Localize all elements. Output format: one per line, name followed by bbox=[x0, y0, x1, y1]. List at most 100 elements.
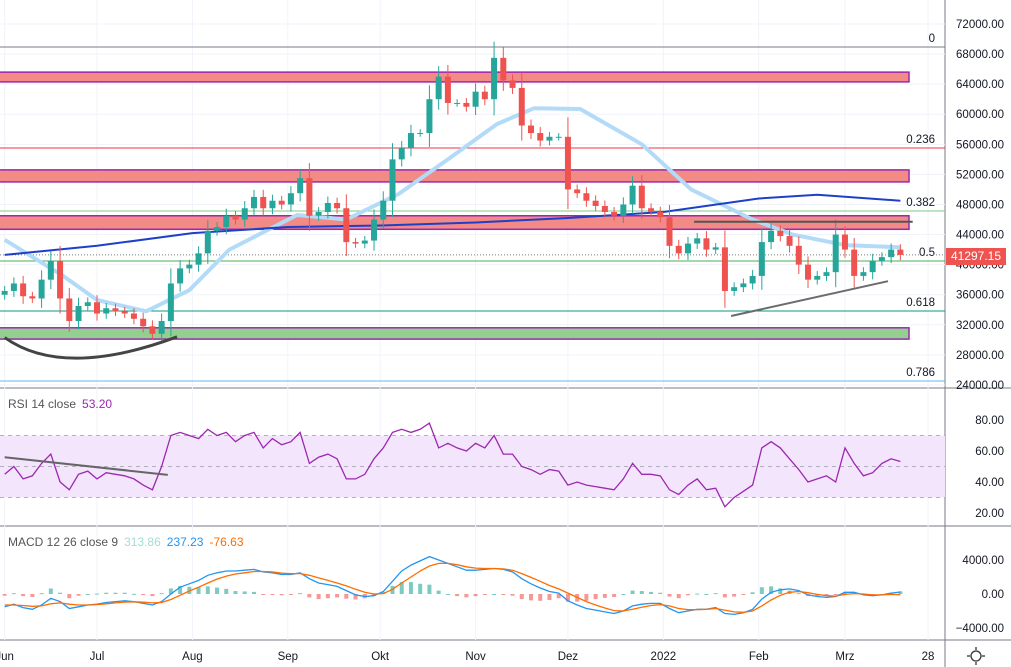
macd-histogram-bar bbox=[141, 594, 146, 596]
candle-body bbox=[611, 212, 618, 216]
candle-body bbox=[38, 279, 45, 299]
candle-body bbox=[334, 202, 341, 209]
candle-body bbox=[241, 208, 248, 220]
macd-histogram-bar bbox=[676, 594, 681, 599]
macd-histogram-bar bbox=[482, 594, 487, 595]
candle-body bbox=[832, 234, 839, 273]
macd-histogram-bar bbox=[436, 590, 441, 594]
macd-histogram-bar bbox=[104, 592, 109, 594]
candle-body bbox=[223, 215, 230, 228]
macd-histogram-bar bbox=[224, 588, 229, 594]
macd-histogram-bar bbox=[168, 588, 173, 594]
candle-body bbox=[546, 136, 553, 141]
candle-body bbox=[675, 245, 682, 254]
candle-body bbox=[66, 298, 73, 322]
macd-histogram-bar bbox=[298, 593, 303, 595]
macd-histogram-bar bbox=[796, 593, 801, 595]
rsi-tick-label: 80.00 bbox=[975, 415, 1004, 427]
price-tick-label: 36000.00 bbox=[956, 290, 1004, 302]
macd-signal-value: -76.63 bbox=[209, 535, 244, 549]
macd-histogram-bar bbox=[30, 594, 35, 597]
candle-body bbox=[84, 302, 91, 306]
macd-histogram-bar bbox=[565, 594, 570, 602]
macd-histogram-bar bbox=[261, 594, 266, 595]
moving-average-long bbox=[4, 193, 901, 256]
macd-histogram-bar bbox=[242, 591, 247, 594]
candle-body bbox=[777, 230, 784, 237]
candle-body bbox=[638, 185, 645, 209]
macd-histogram-bar bbox=[251, 591, 256, 594]
gear-icon bbox=[967, 647, 985, 665]
candle-body bbox=[860, 272, 867, 276]
fib-level-label: 0 bbox=[929, 33, 935, 45]
rsi-label: RSI 14 close bbox=[8, 397, 77, 411]
macd-histogram-bar bbox=[501, 594, 506, 595]
macd-tick-label: 0.00 bbox=[982, 589, 1004, 601]
candle-body bbox=[186, 264, 193, 269]
candle-body bbox=[94, 302, 100, 314]
rsi-tick-label: 40.00 bbox=[975, 477, 1004, 489]
candle-body bbox=[703, 238, 710, 250]
price-tick-label: 56000.00 bbox=[956, 139, 1004, 151]
candle-body bbox=[426, 99, 433, 134]
candle-body bbox=[657, 212, 664, 218]
candle-body bbox=[601, 205, 608, 212]
macd-legend: MACD 12 26 close 9 313.86 237.23 -76.63 bbox=[8, 535, 250, 549]
macd-histogram-bar bbox=[778, 588, 783, 594]
macd-histogram-bar bbox=[288, 594, 293, 595]
candle-body bbox=[29, 296, 36, 299]
candle-body bbox=[749, 275, 756, 284]
macd-histogram-bar bbox=[307, 594, 312, 598]
macd-histogram-bar bbox=[741, 594, 746, 595]
macd-histogram-bar bbox=[685, 594, 690, 596]
candle-body bbox=[814, 275, 821, 280]
macd-histogram-bar bbox=[372, 594, 377, 596]
macd-histogram-bar bbox=[528, 594, 533, 601]
macd-histogram-bar bbox=[159, 593, 164, 595]
candle-body bbox=[47, 260, 54, 280]
macd-histogram-bar bbox=[113, 592, 118, 594]
macd-histogram-bar bbox=[695, 593, 700, 595]
macd-histogram-bar bbox=[732, 594, 737, 597]
macd-histogram-bar bbox=[593, 594, 598, 600]
candle-body bbox=[232, 215, 239, 220]
x-tick-label: Nov bbox=[465, 651, 486, 663]
macd-histogram-bar bbox=[704, 594, 709, 595]
candle-body bbox=[786, 236, 793, 246]
macd-histogram-bar bbox=[76, 594, 81, 596]
candle-body bbox=[897, 249, 904, 255]
macd-histogram-bar bbox=[455, 594, 460, 597]
candle-body bbox=[167, 283, 174, 322]
settings-button[interactable] bbox=[966, 646, 986, 666]
macd-histogram-bar bbox=[39, 593, 44, 595]
candle-body bbox=[398, 148, 405, 160]
macd-histogram-bar bbox=[639, 591, 644, 594]
macd-histogram-bar bbox=[196, 587, 201, 594]
candle-body bbox=[878, 257, 885, 261]
x-tick-label: Feb bbox=[749, 651, 769, 663]
candle-body bbox=[805, 264, 812, 280]
macd-signal-line bbox=[4, 562, 901, 613]
candle-body bbox=[149, 326, 156, 334]
candle-body bbox=[140, 318, 147, 327]
candle-body bbox=[731, 287, 738, 291]
macd-tick-label: 4000.00 bbox=[962, 555, 1004, 567]
price-tick-label: 32000.00 bbox=[956, 320, 1004, 332]
rsi-trendline bbox=[4, 456, 168, 476]
zone-resistance bbox=[0, 71, 910, 83]
macd-histogram-bar bbox=[722, 594, 727, 598]
macd-histogram-bar bbox=[325, 594, 330, 599]
candle-body bbox=[583, 193, 590, 201]
price-tick-label: 28000.00 bbox=[956, 350, 1004, 362]
candle-body bbox=[306, 178, 313, 216]
rounded-bottom-arc bbox=[3, 335, 178, 360]
macd-histogram-bar bbox=[658, 592, 663, 594]
candle-body bbox=[177, 268, 184, 284]
macd-histogram-bar bbox=[48, 588, 53, 594]
macd-histogram-bar bbox=[612, 594, 617, 597]
x-tick-label: Okt bbox=[371, 651, 390, 663]
macd-histogram-bar bbox=[473, 594, 478, 597]
candle-body bbox=[823, 272, 830, 276]
candle-body bbox=[574, 189, 581, 194]
